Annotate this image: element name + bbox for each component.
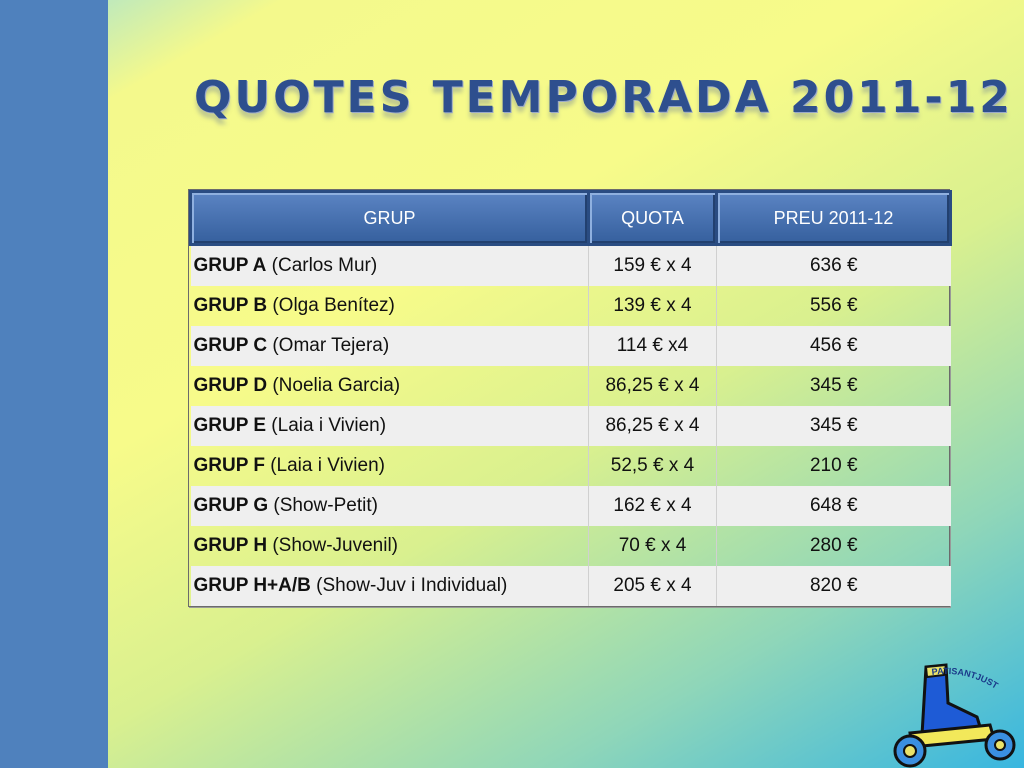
left-sidebar-bar xyxy=(0,0,108,768)
group-name: GRUP A xyxy=(193,255,267,276)
quota-cell: 86,25 € x 4 xyxy=(588,366,717,406)
table-row: GRUP C (Omar Tejera) 114 € x4 456 € xyxy=(190,326,951,366)
price-cell: 648 € xyxy=(716,486,951,526)
slide-title: QUOTES TEMPORADA 2011-12 xyxy=(194,72,1013,123)
group-cell: GRUP B (Olga Benítez) xyxy=(190,286,589,326)
group-coach: (Carlos Mur) xyxy=(271,255,378,276)
table-row: GRUP H+A/B (Show-Juv i Individual) 205 €… xyxy=(190,566,951,606)
price-cell: 345 € xyxy=(809,375,858,396)
group-name: GRUP H xyxy=(193,535,268,556)
table-row: GRUP A (Carlos Mur) 159 € x 4 636 € xyxy=(190,244,951,286)
table-row: GRUP H (Show-Juvenil) 70 € x 4 280 € xyxy=(190,526,951,566)
group-name: GRUP F xyxy=(193,455,265,476)
price-cell: 345 € xyxy=(716,406,951,446)
quota-cell: 114 € x4 xyxy=(588,326,717,366)
group-cell: GRUP H+A/B (Show-Juv i Individual) xyxy=(190,566,589,606)
header-grup: GRUP xyxy=(189,190,590,246)
table-header-row: GRUP QUOTA PREU 2011-12 xyxy=(189,190,952,246)
group-cell: GRUP A (Carlos Mur) xyxy=(190,244,589,286)
group-coach: (Show-Juvenil) xyxy=(267,535,398,556)
group-name: GRUP E xyxy=(193,415,267,436)
quota-cell: 159 € x 4 xyxy=(588,244,717,286)
group-cell: GRUP D (Noelia Garcia) xyxy=(190,366,589,406)
group-coach: (Show-Juv i Individual) xyxy=(316,575,508,596)
roller-skate-icon: PATISANTJUST xyxy=(893,663,1016,768)
group-coach: (Noelia Garcia) xyxy=(272,375,401,396)
group-name: GRUP G xyxy=(193,495,269,516)
quota-cell: 205 € x 4 xyxy=(588,566,717,606)
quota-cell: 70 € x 4 xyxy=(588,526,717,566)
group-coach: (Laia i Vivien) xyxy=(271,415,387,436)
group-cell: GRUP F (Laia i Vivien) xyxy=(190,446,589,486)
group-name: GRUP D xyxy=(193,375,268,396)
quota-cell: 52,5 € x 4 xyxy=(588,446,717,486)
quota-cell: 86,25 € x 4 xyxy=(588,406,717,446)
price-cell: 556 € xyxy=(809,295,858,316)
fees-table: GRUP QUOTA PREU 2011-12 GRUP A (Carlos M… xyxy=(189,190,952,606)
price-cell: 280 € xyxy=(809,535,858,556)
group-cell: GRUP H (Show-Juvenil) xyxy=(190,526,589,566)
table-row: GRUP E (Laia i Vivien) 86,25 € x 4 345 € xyxy=(190,406,951,446)
group-coach: (Omar Tejera) xyxy=(272,335,390,356)
table-row: GRUP F (Laia i Vivien) 52,5 € x 4 210 € xyxy=(190,446,951,486)
header-preu: PREU 2011-12 xyxy=(715,190,952,246)
quota-cell: 162 € x 4 xyxy=(588,486,717,526)
group-name: GRUP B xyxy=(193,295,268,316)
group-coach: (Show-Petit) xyxy=(273,495,378,516)
price-cell: 456 € xyxy=(716,326,951,366)
group-coach: (Olga Benítez) xyxy=(272,295,395,316)
quota-cell: 139 € x 4 xyxy=(588,286,717,326)
group-coach: (Laia i Vivien) xyxy=(270,455,385,476)
fees-table-container: GRUP QUOTA PREU 2011-12 GRUP A (Carlos M… xyxy=(188,189,952,607)
group-name: GRUP C xyxy=(193,335,268,356)
group-cell: GRUP E (Laia i Vivien) xyxy=(190,406,589,446)
group-cell: GRUP C (Omar Tejera) xyxy=(190,326,589,366)
price-cell: 210 € xyxy=(809,455,858,476)
table-row: GRUP B (Olga Benítez) 139 € x 4 556 € xyxy=(190,286,951,326)
table-row: GRUP D (Noelia Garcia) 86,25 € x 4 345 € xyxy=(190,366,951,406)
price-cell: 820 € xyxy=(716,566,951,606)
group-name: GRUP H+A/B xyxy=(193,575,311,596)
group-cell: GRUP G (Show-Petit) xyxy=(190,486,589,526)
header-quota: QUOTA xyxy=(587,190,718,246)
price-cell: 636 € xyxy=(716,244,951,286)
table-row: GRUP G (Show-Petit) 162 € x 4 648 € xyxy=(190,486,951,526)
